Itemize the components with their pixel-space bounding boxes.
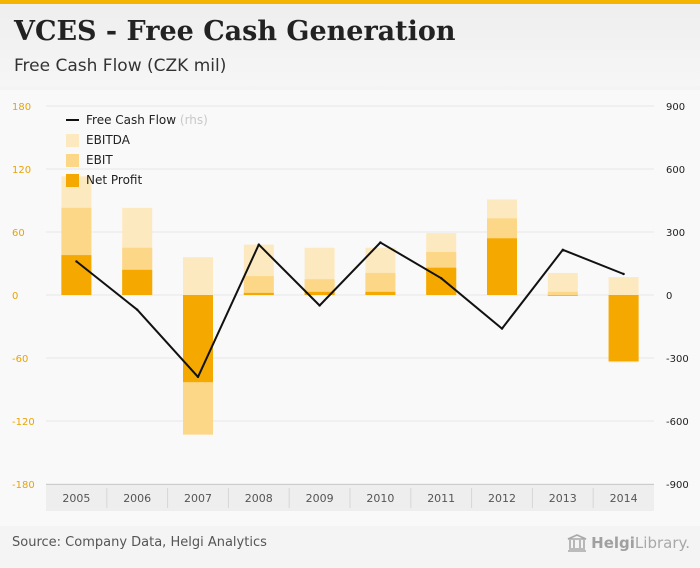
net-profit-bar (304, 291, 335, 295)
free-cash-flow-point (257, 243, 260, 246)
legend-label-text: EBIT (86, 153, 113, 167)
x-tick-label: 2014 (610, 492, 638, 505)
y-right-tick-label: -300 (666, 354, 689, 365)
legend-label: EBITDA (86, 133, 131, 147)
net-profit-bar (547, 295, 578, 296)
net-profit-bar (487, 238, 517, 295)
y-left-tick-label: 120 (12, 165, 31, 176)
chart-header: VCES - Free Cash Generation Free Cash Fl… (0, 4, 700, 86)
x-tick-label: 2008 (245, 492, 273, 505)
x-tick-label: 2009 (306, 492, 334, 505)
free-cash-flow-point (440, 277, 443, 280)
legend-label-text: EBITDA (86, 133, 131, 147)
x-tick-label: 2005 (62, 492, 90, 505)
net-profit-bar (122, 269, 153, 295)
legend-label: Free Cash Flow (rhs) (86, 113, 208, 127)
free-cash-flow-point (379, 241, 382, 244)
free-cash-flow-point (75, 260, 78, 263)
y-left-tick-label: -180 (12, 480, 35, 491)
legend-label: Net Profit (86, 173, 142, 187)
x-tick-label: 2011 (427, 492, 455, 505)
chart-title: VCES - Free Cash Generation (14, 16, 456, 47)
legend-label-text: Free Cash Flow (86, 113, 176, 127)
plot-area (0, 90, 700, 526)
x-tick-label: 2012 (488, 492, 516, 505)
top-accent-bar (0, 0, 700, 4)
x-tick-label: 2013 (549, 492, 577, 505)
y-left-tick-label: 60 (12, 228, 25, 239)
free-cash-flow-point (136, 308, 139, 311)
free-cash-flow-line (75, 241, 624, 378)
y-right-tick-label: -600 (666, 417, 689, 428)
legend-box-swatch (66, 174, 79, 187)
free-cash-flow-point (500, 327, 504, 330)
y-right-tick-label: -900 (666, 480, 689, 491)
y-left-tick-label: 180 (12, 102, 31, 113)
x-tick-label: 2006 (123, 492, 151, 505)
x-tick-label: 2007 (184, 492, 212, 505)
source-note: Source: Company Data, Helgi Analytics (12, 535, 267, 550)
legend-label-text: Net Profit (86, 173, 142, 187)
legend-label: EBIT (86, 153, 113, 167)
library-building-icon (567, 534, 587, 552)
free-cash-flow-point (196, 375, 200, 379)
y-left-tick-label: -120 (12, 417, 35, 428)
y-left-tick-label: 0 (12, 291, 18, 302)
ebitda-bar (608, 277, 639, 295)
y-right-tick-label: 300 (666, 228, 685, 239)
net-profit-bar (608, 295, 639, 362)
ebitda-bar (183, 257, 213, 295)
helgi-library-logo: Helgi Library. (567, 532, 690, 554)
free-cash-flow-point (318, 304, 321, 307)
chart-subtitle: Free Cash Flow (CZK mil) (14, 56, 227, 76)
ebit-bar (243, 276, 274, 295)
ebit-bar (365, 272, 396, 295)
y-right-tick-label: 900 (666, 102, 685, 113)
x-tick-label: 2010 (366, 492, 394, 505)
ebit-bar (304, 279, 335, 295)
legend-label-suffix: (rhs) (176, 113, 208, 127)
net-profit-bar (365, 291, 396, 295)
free-cash-flow-point (622, 272, 625, 276)
net-profit-bar (243, 292, 274, 295)
legend-box-swatch (66, 154, 79, 167)
logo-rest: Library. (634, 534, 690, 552)
legend-box-swatch (66, 134, 79, 147)
logo-brand: Helgi (591, 534, 635, 552)
y-right-tick-label: 0 (666, 291, 672, 302)
ebit-bar (547, 291, 578, 295)
y-left-tick-label: -60 (12, 354, 28, 365)
ebitda-bar (547, 272, 578, 295)
net-profit-bar (183, 295, 213, 383)
y-right-tick-label: 600 (666, 165, 685, 176)
free-cash-flow-point (561, 248, 564, 252)
